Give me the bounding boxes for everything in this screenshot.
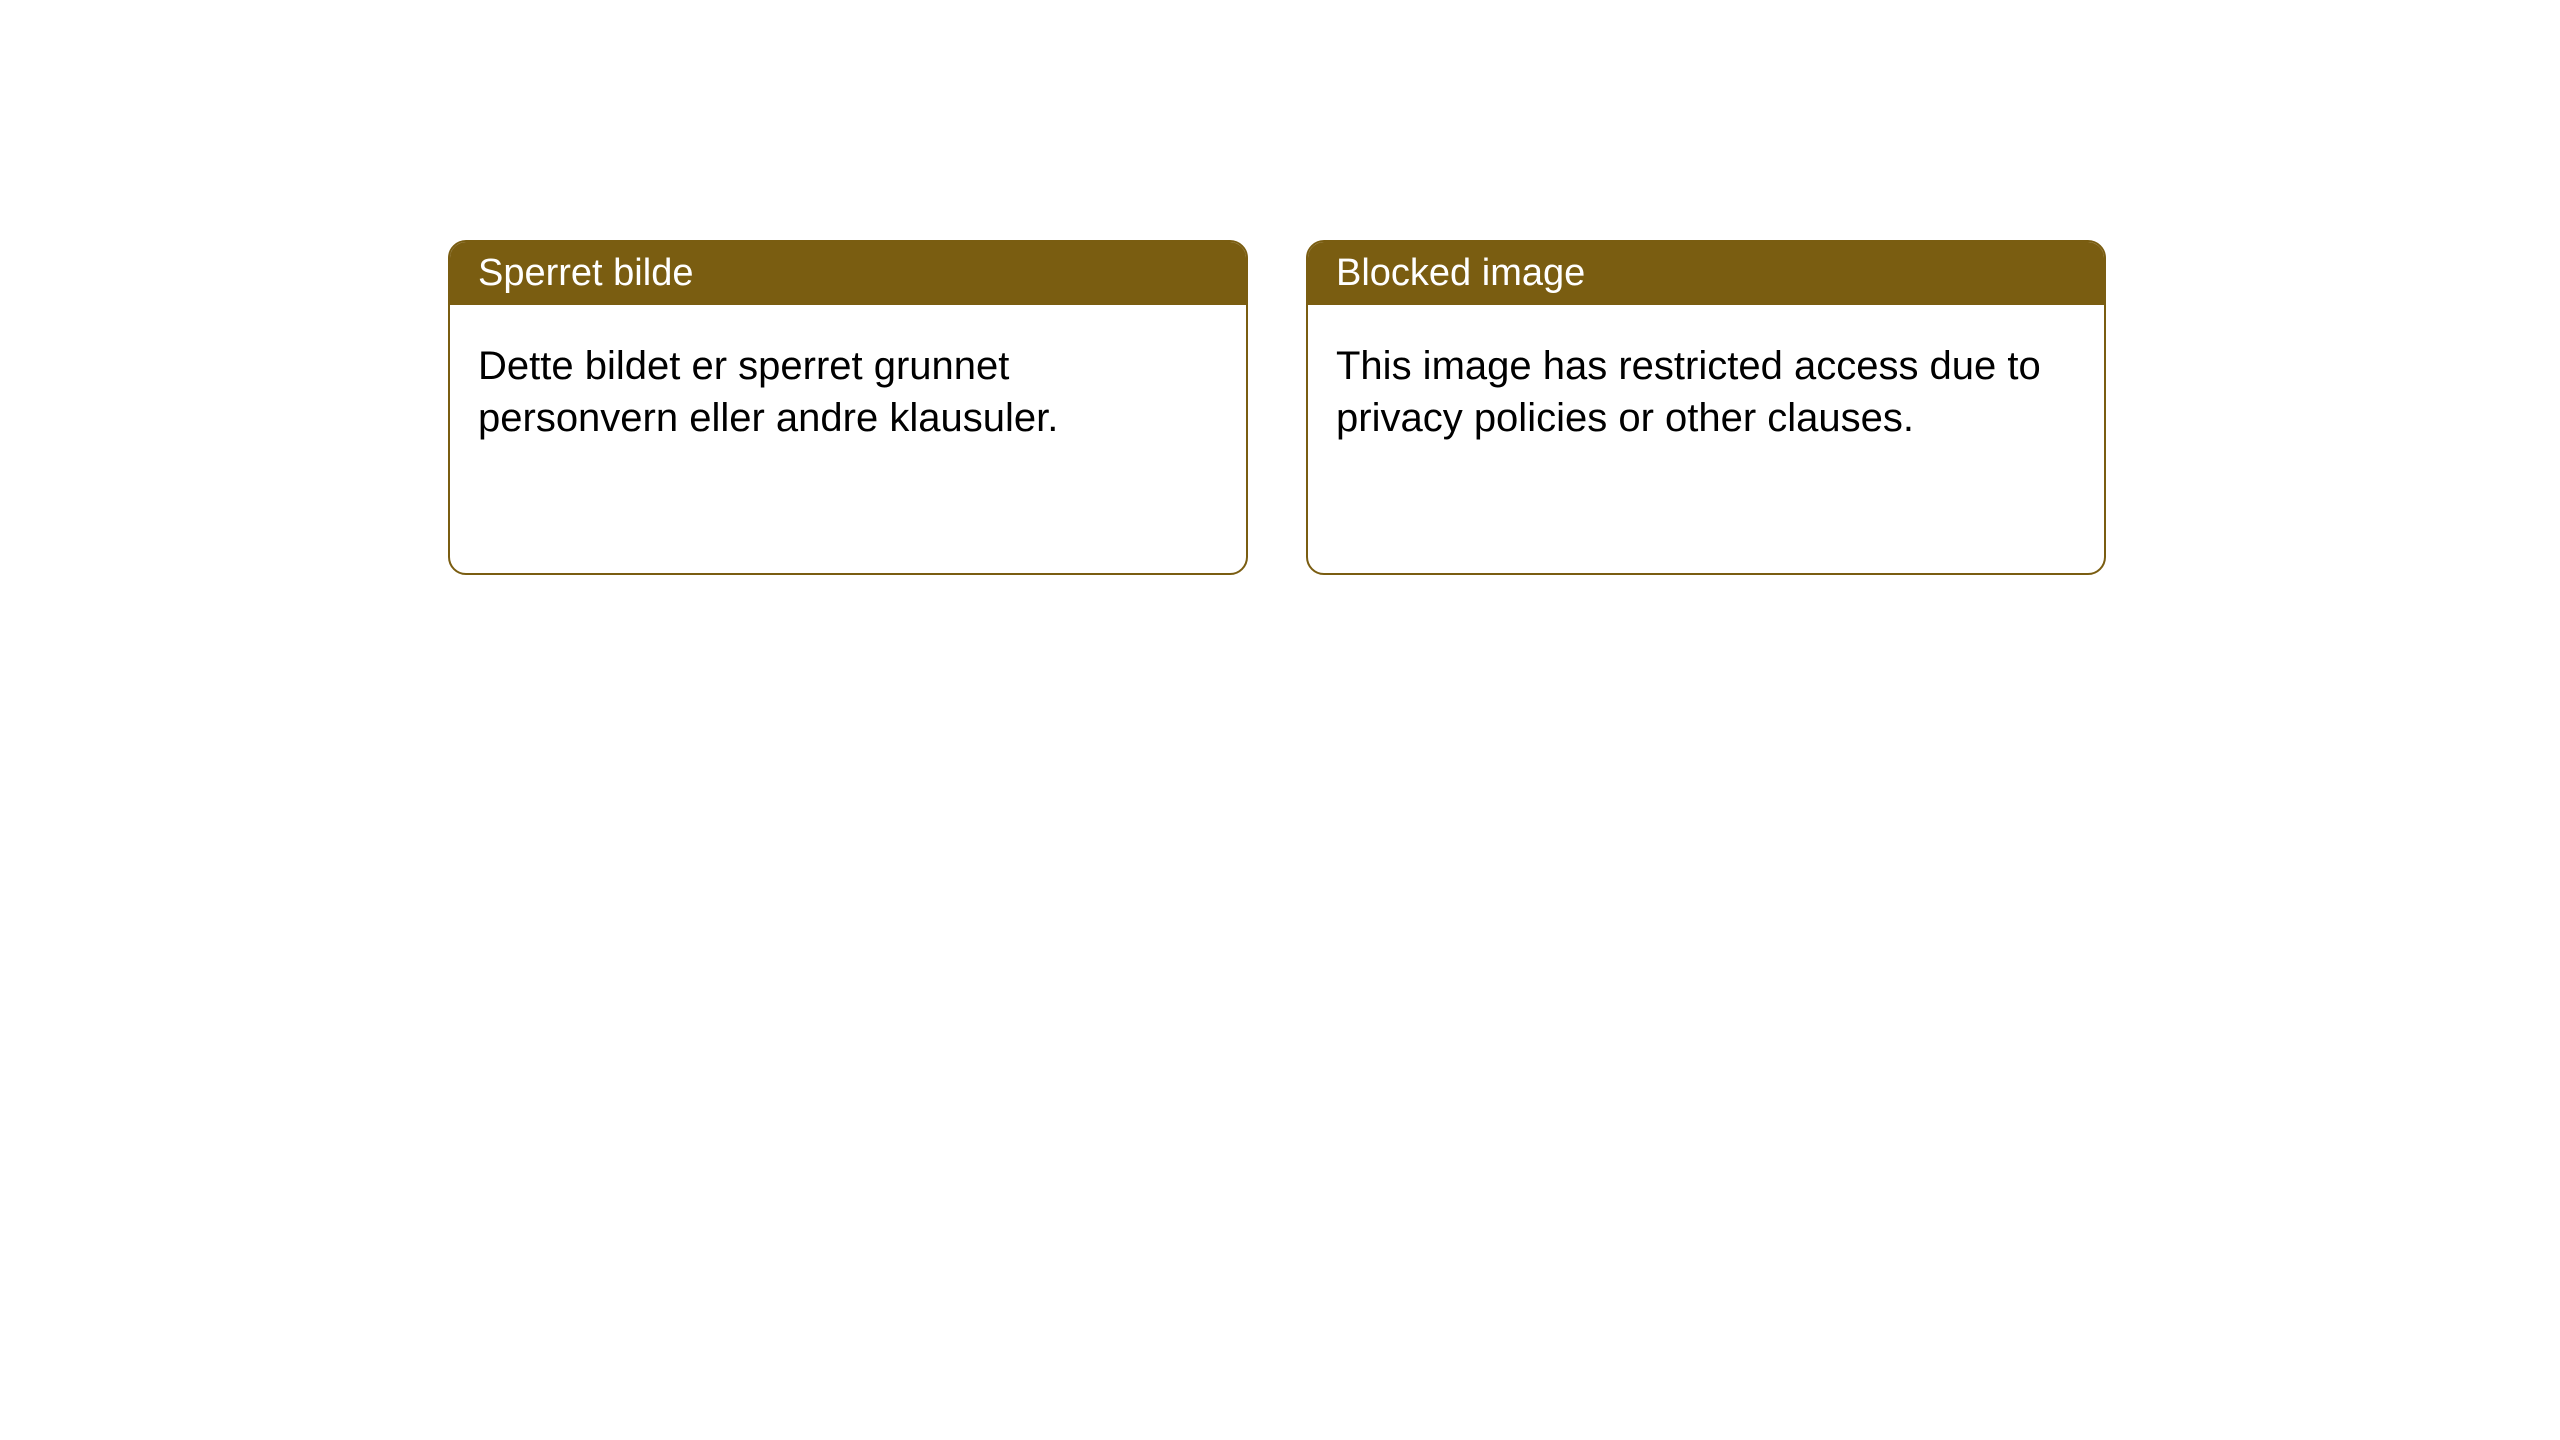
card-body-text: Dette bildet er sperret grunnet personve…: [478, 344, 1058, 440]
card-header: Sperret bilde: [450, 242, 1246, 305]
notice-card-norwegian: Sperret bilde Dette bildet er sperret gr…: [448, 240, 1248, 575]
card-title: Blocked image: [1336, 252, 1585, 294]
notice-container: Sperret bilde Dette bildet er sperret gr…: [448, 240, 2106, 575]
card-body: Dette bildet er sperret grunnet personve…: [450, 305, 1246, 480]
card-body: This image has restricted access due to …: [1308, 305, 2104, 480]
card-body-text: This image has restricted access due to …: [1336, 344, 2041, 440]
card-title: Sperret bilde: [478, 252, 693, 294]
notice-card-english: Blocked image This image has restricted …: [1306, 240, 2106, 575]
card-header: Blocked image: [1308, 242, 2104, 305]
